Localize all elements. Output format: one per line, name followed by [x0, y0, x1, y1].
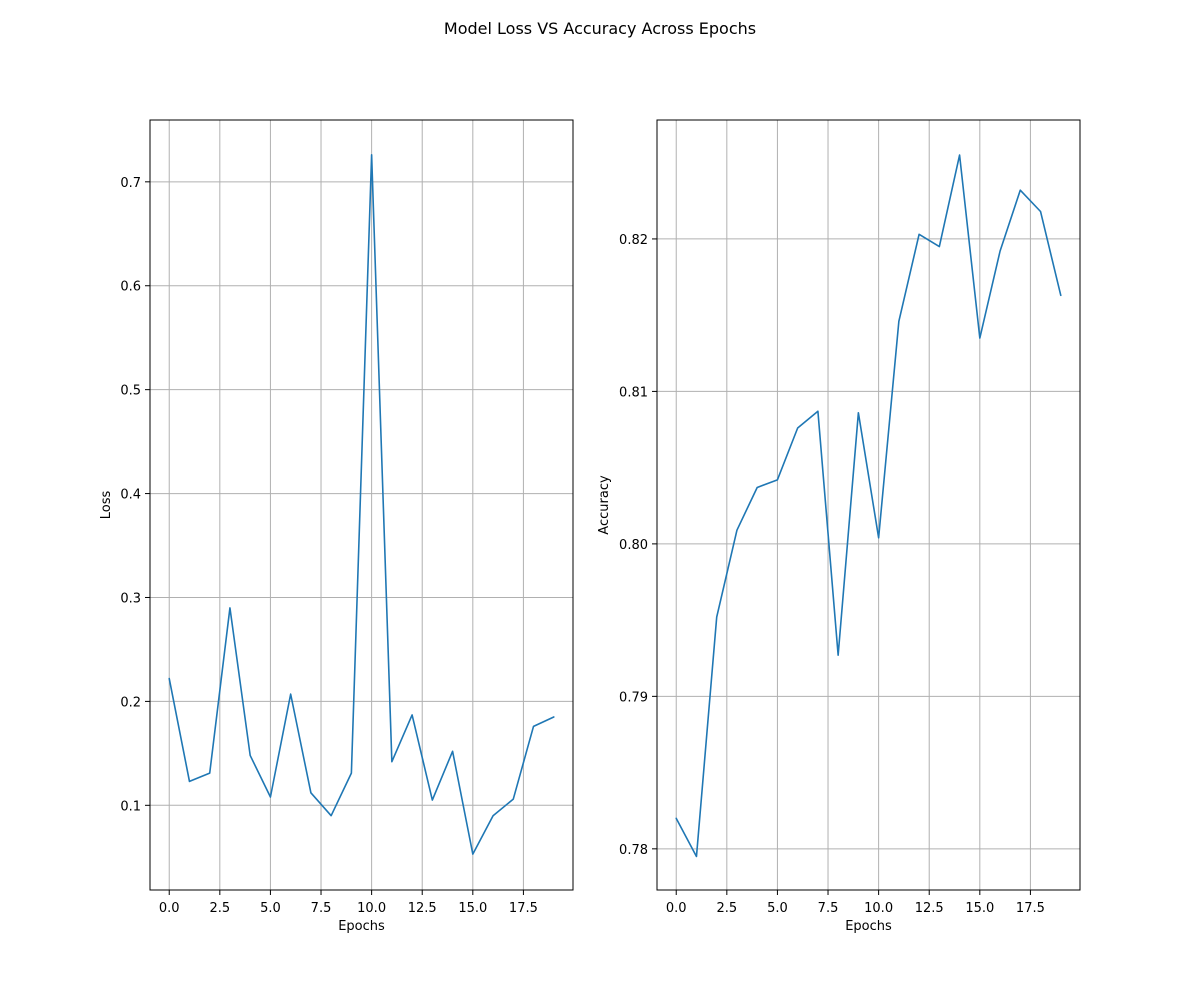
loss-axes-frame	[149, 119, 574, 891]
accuracy-xtick-label: 10.0	[864, 901, 893, 916]
loss-xtick-label: 17.5	[509, 901, 538, 916]
loss-ytick-label: 0.2	[120, 695, 141, 710]
accuracy-xaxis-label: Epochs	[845, 919, 892, 934]
loss-xtick-label: 10.0	[357, 901, 386, 916]
loss-subplot: 0.0 2.5 5.0 7.5 10.0 12.5 15.0 17.5 0.1 0.2 0.3 0.4…	[99, 119, 574, 934]
accuracy-subplot: 0.0 2.5 5.0 7.5 10.0 12.5 15.0 17.5 0.78 0.79 0.80…	[597, 119, 1081, 934]
accuracy-ytick-label: 0.81	[619, 385, 648, 400]
loss-ytick-label: 0.3	[120, 591, 141, 606]
loss-xaxis-label: Epochs	[338, 919, 385, 934]
loss-ytick-label: 0.5	[120, 384, 141, 399]
accuracy-xtick-label: 12.5	[915, 901, 944, 916]
accuracy-xtick-label: 2.5	[716, 901, 737, 916]
loss-series-line	[168, 154, 555, 855]
accuracy-axes-frame	[656, 119, 1081, 891]
accuracy-series-line	[675, 154, 1062, 858]
loss-xtick-label: 5.0	[260, 901, 281, 916]
accuracy-xtick-label: 5.0	[767, 901, 788, 916]
accuracy-yaxis-label: Accuracy	[597, 475, 612, 535]
loss-xtick-label: 2.5	[209, 901, 230, 916]
loss-ytick-label: 0.6	[120, 280, 141, 295]
loss-yaxis-label: Loss	[99, 491, 114, 520]
accuracy-xtick-label: 0.0	[666, 901, 687, 916]
accuracy-xtick-label: 7.5	[818, 901, 839, 916]
loss-xtick-label: 12.5	[408, 901, 437, 916]
accuracy-ytick-label: 0.82	[619, 233, 648, 248]
accuracy-xtick-label: 15.0	[965, 901, 994, 916]
accuracy-ytick-label: 0.78	[619, 843, 648, 858]
accuracy-ytick-label: 0.80	[619, 538, 648, 553]
loss-xtick-label: 7.5	[311, 901, 332, 916]
accuracy-ytick-label: 0.79	[619, 690, 648, 705]
loss-xtick-label: 0.0	[159, 901, 180, 916]
loss-ytick-label: 0.1	[120, 799, 141, 814]
accuracy-xtick-label: 17.5	[1016, 901, 1045, 916]
loss-ytick-label: 0.7	[120, 176, 141, 191]
figure-title: Model Loss VS Accuracy Across Epochs	[444, 19, 756, 38]
loss-ytick-label: 0.4	[120, 488, 141, 503]
loss-xtick-label: 15.0	[458, 901, 487, 916]
